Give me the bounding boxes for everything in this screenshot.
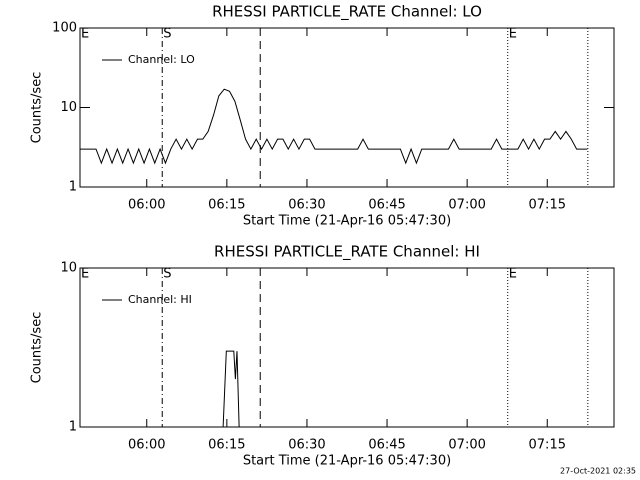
x-tick-label: 06:45	[368, 438, 405, 453]
legend-label: Channel: HI	[128, 293, 192, 306]
y-axis-label: Counts/sec	[30, 72, 45, 144]
y-tick-label: 100	[52, 21, 77, 36]
plot-frame	[79, 267, 615, 428]
y-tick-label: 1	[69, 420, 77, 435]
x-axis-label: Start Time (21-Apr-16 05:47:30)	[243, 214, 451, 229]
footer-timestamp: 27-Oct-2021 02:35	[560, 467, 636, 476]
x-tick-label: 06:45	[368, 198, 405, 213]
x-tick-label: 07:15	[529, 438, 566, 453]
time-marker-label: E	[509, 27, 517, 42]
time-marker-label: E	[81, 267, 89, 282]
x-tick-label: 06:00	[128, 438, 165, 453]
chart-title: RHESSI PARTICLE_RATE Channel: HI	[214, 243, 480, 262]
time-marker-label: E	[81, 27, 89, 42]
y-tick-label: 10	[60, 261, 77, 276]
x-tick-label: 06:00	[128, 198, 165, 213]
data-line	[80, 88, 588, 165]
x-tick-label: 06:15	[208, 438, 245, 453]
x-tick-label: 06:30	[288, 438, 325, 453]
x-tick-label: 06:30	[288, 198, 325, 213]
chart-title: RHESSI PARTICLE_RATE Channel: LO	[212, 3, 482, 22]
x-tick-label: 07:00	[448, 198, 485, 213]
time-marker-label: S	[163, 267, 171, 282]
data-line	[222, 350, 240, 428]
x-tick-label: 07:15	[529, 198, 566, 213]
y-tick-label: 10	[60, 100, 77, 115]
y-tick-label: 1	[69, 180, 77, 195]
time-marker-label: E	[509, 267, 517, 282]
x-axis-label: Start Time (21-Apr-16 05:47:30)	[243, 454, 451, 469]
y-axis-label: Counts/sec	[30, 312, 45, 384]
legend-label: Channel: LO	[128, 53, 195, 66]
time-marker-label: S	[163, 27, 171, 42]
x-tick-label: 06:15	[208, 198, 245, 213]
x-tick-label: 07:00	[448, 438, 485, 453]
